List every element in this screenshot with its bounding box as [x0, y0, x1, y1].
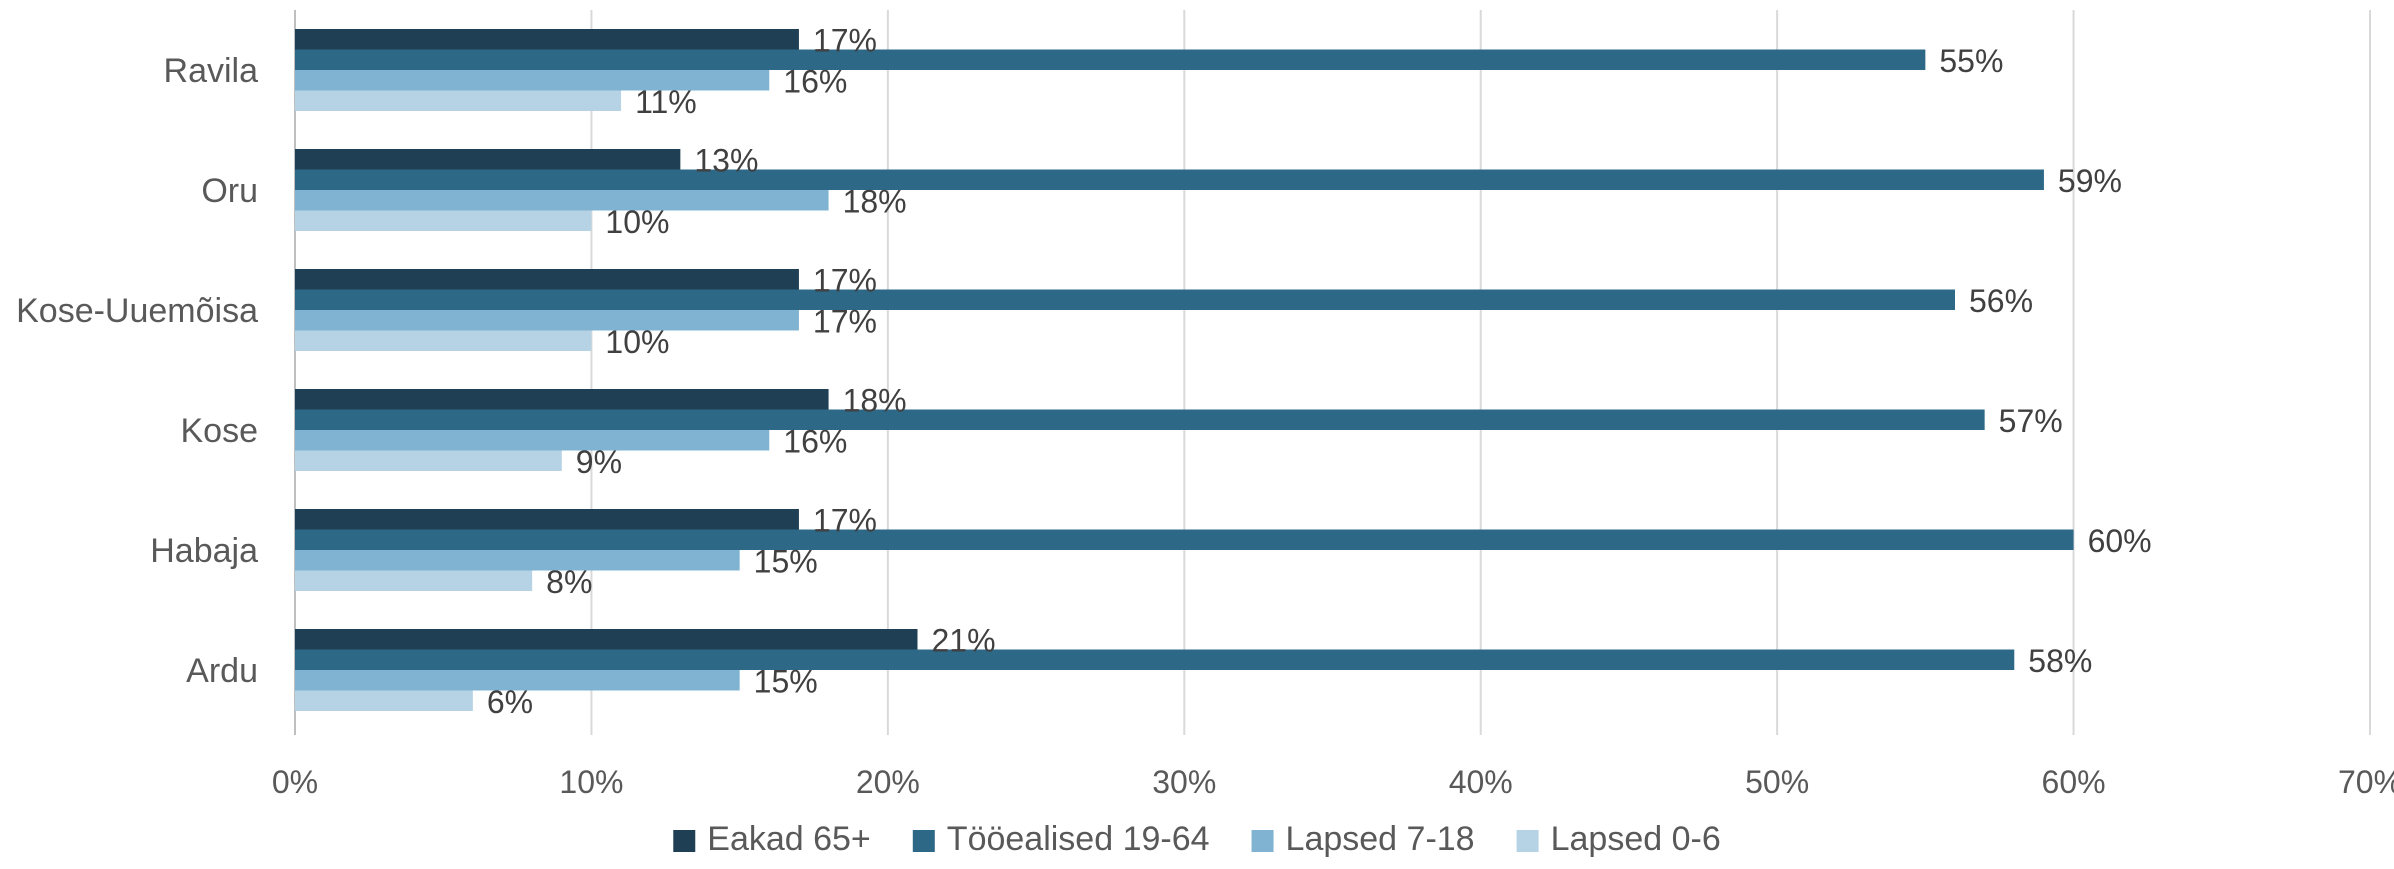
- data-label: 17%: [813, 262, 877, 298]
- bar: [295, 570, 533, 591]
- category-label: Kose-Uuemõisa: [16, 292, 258, 330]
- bar: [295, 190, 829, 211]
- bars: [295, 29, 2074, 711]
- bar: [295, 269, 799, 290]
- data-label: 60%: [2088, 523, 2152, 559]
- x-tick-label: 10%: [559, 764, 623, 800]
- gridlines: [294, 10, 2371, 735]
- data-label: 15%: [754, 663, 818, 699]
- legend-label: Lapsed 7-18: [1286, 820, 1475, 858]
- data-label: 8%: [546, 564, 592, 600]
- bar: [295, 430, 770, 451]
- bar: [295, 169, 2044, 190]
- legend-swatch: [1516, 830, 1539, 852]
- data-label: 57%: [1999, 403, 2063, 439]
- x-tick-label: 70%: [2338, 764, 2394, 800]
- legend-label: Lapsed 0-6: [1551, 820, 1721, 858]
- category-label: Ardu: [186, 652, 258, 690]
- bar: [295, 289, 1955, 310]
- data-label: 18%: [843, 183, 907, 219]
- bar: [295, 310, 799, 331]
- legend-swatch: [673, 830, 696, 852]
- bar: [295, 149, 681, 170]
- data-label: 10%: [605, 204, 669, 240]
- category-label: Ravila: [164, 52, 259, 90]
- bar: [295, 389, 829, 410]
- category-label: Kose: [181, 412, 259, 450]
- data-label: 11%: [635, 84, 697, 120]
- data-label: 59%: [2058, 163, 2122, 199]
- legend-swatch: [912, 830, 935, 852]
- bar: [295, 210, 592, 231]
- bar: [295, 330, 592, 351]
- data-label: 13%: [694, 142, 758, 178]
- data-labels: 17% 55% 16% 11% 13% 59% 18% 10% 17% 56% 17% 10% 18% 5…: [487, 22, 2152, 720]
- bar: [295, 629, 918, 650]
- category-label: Oru: [201, 172, 258, 210]
- legend: Eakad 65+ Tööealised 19-64 Lapsed 7-18 Laps…: [673, 820, 1721, 858]
- data-label: 10%: [605, 324, 669, 360]
- x-tick-label: 40%: [1449, 764, 1513, 800]
- bar: [295, 690, 473, 711]
- bar: [295, 90, 622, 111]
- x-tick-label: 0%: [272, 764, 318, 800]
- bar: [295, 409, 1985, 430]
- data-label: 55%: [1939, 43, 2003, 79]
- legend-swatch: [1251, 830, 1274, 852]
- legend-label: Eakad 65+: [707, 820, 871, 858]
- category-label: Habaja: [150, 532, 258, 570]
- data-label: 58%: [2028, 643, 2092, 679]
- x-tick-label: 30%: [1152, 764, 1216, 800]
- bar: [295, 670, 740, 691]
- data-label: 17%: [813, 502, 877, 538]
- bar: [295, 49, 1926, 70]
- x-tick-label: 20%: [856, 764, 920, 800]
- data-label: 17%: [813, 303, 877, 339]
- bar: [295, 509, 799, 530]
- data-label: 21%: [932, 622, 996, 658]
- x-axis-ticks: 0% 10% 20% 30% 40% 50% 60% 70%: [272, 764, 2394, 800]
- category-labels: Ravila Oru Kose-Uuemõisa Kose Habaja Ardu: [16, 52, 258, 690]
- data-label: 56%: [1969, 283, 2033, 319]
- data-label: 9%: [576, 444, 622, 480]
- x-tick-label: 50%: [1745, 764, 1809, 800]
- data-label: 16%: [783, 63, 847, 99]
- data-label: 18%: [843, 382, 907, 418]
- data-label: 6%: [487, 684, 533, 720]
- bar: [295, 70, 770, 91]
- legend-label: Tööealised 19-64: [947, 820, 1210, 858]
- bar: [295, 550, 740, 571]
- bar: [295, 649, 2015, 670]
- bar: [295, 529, 2074, 550]
- bar: [295, 450, 562, 471]
- data-label: 16%: [783, 423, 847, 459]
- data-label: 17%: [813, 22, 877, 58]
- x-tick-label: 60%: [2042, 764, 2106, 800]
- bar: [295, 29, 799, 50]
- data-label: 15%: [754, 543, 818, 579]
